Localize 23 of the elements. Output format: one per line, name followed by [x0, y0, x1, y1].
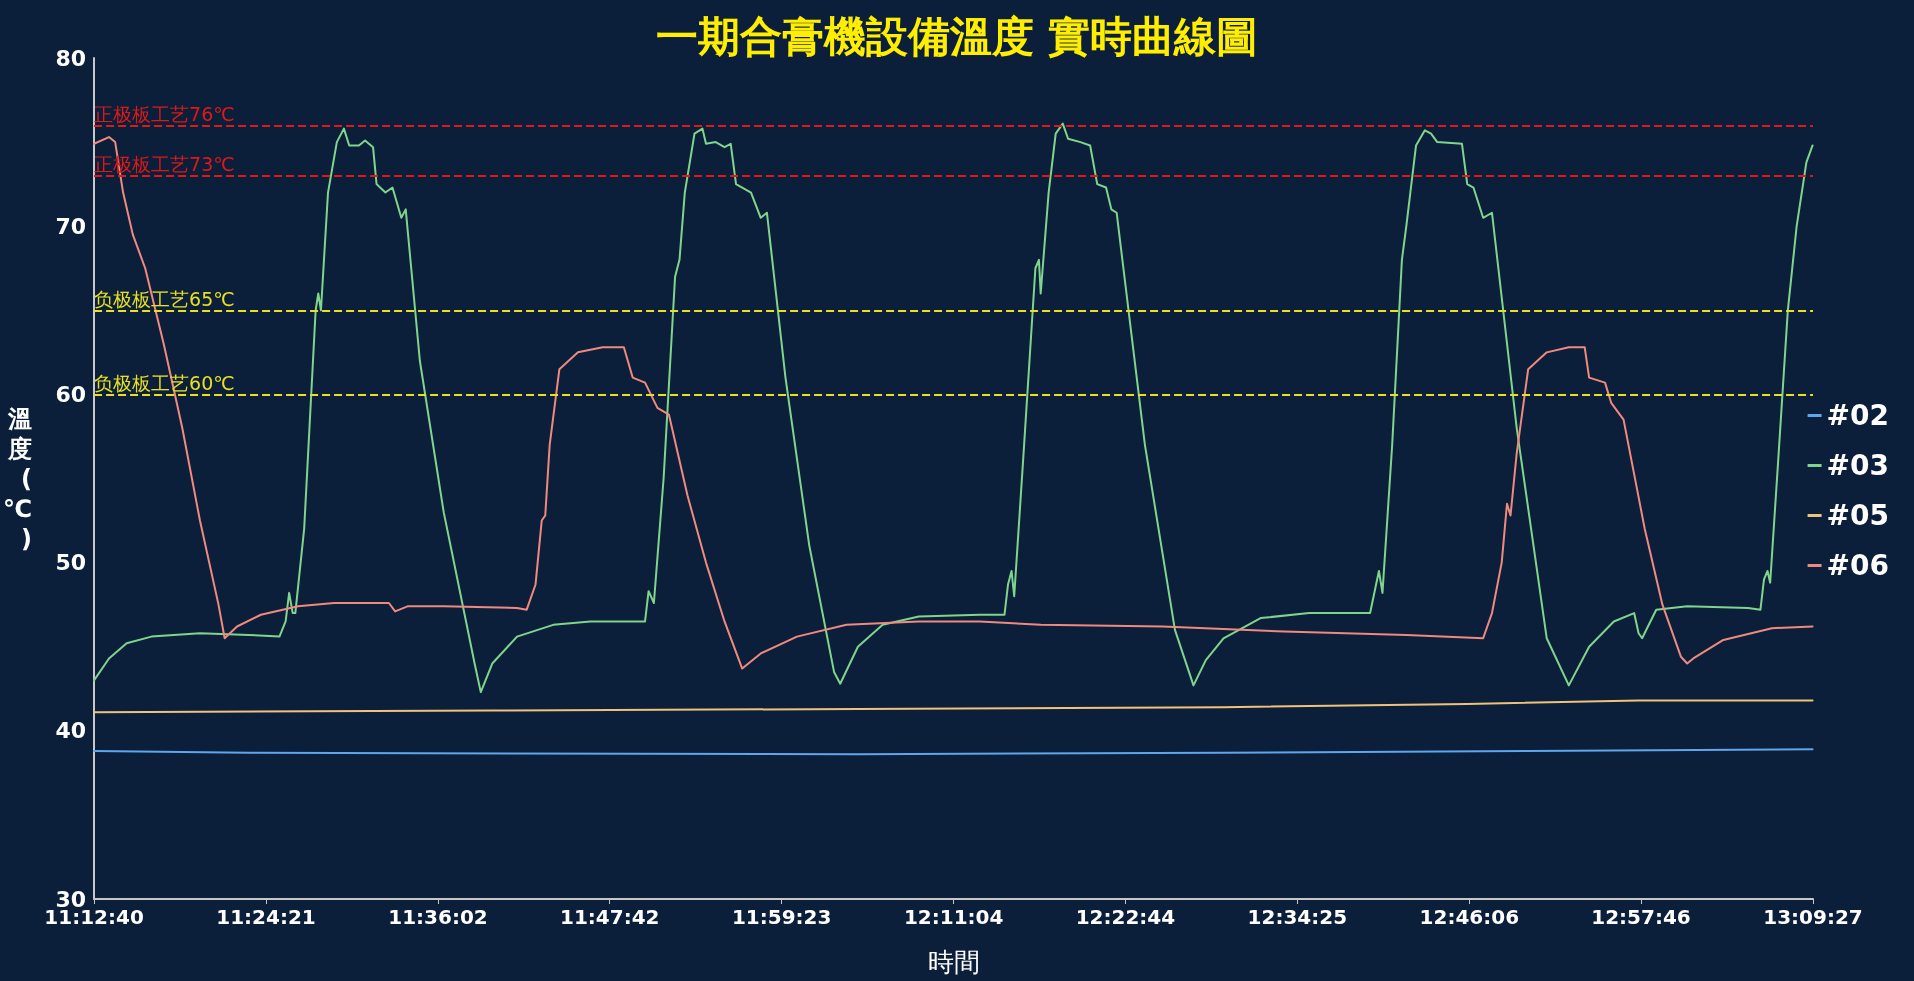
- x-tick-label: 11:47:42: [559, 905, 660, 929]
- y-tick-label: 60: [55, 381, 87, 407]
- x-tick-label: 12:11:04: [903, 905, 1004, 929]
- legend-label: #03: [1826, 449, 1890, 482]
- x-tick-label: 12:22:44: [1075, 905, 1176, 929]
- y-axis-title: 溫度(℃): [3, 404, 33, 553]
- legend-label: #02: [1826, 399, 1890, 432]
- legend-label: #05: [1826, 499, 1890, 532]
- x-tick-label: 12:46:06: [1419, 905, 1520, 929]
- x-tick-label: 12:57:46: [1591, 905, 1691, 929]
- line-series: [93, 699, 1814, 714]
- x-tick-label: 12:34:25: [1247, 905, 1348, 929]
- y-tick-label: 50: [55, 550, 87, 576]
- x-tick-label: 11:59:23: [731, 905, 832, 929]
- legend-label: #06: [1826, 549, 1890, 582]
- x-axis-title: 時間: [927, 947, 980, 977]
- x-tick-label: 11:24:21: [216, 905, 316, 929]
- chart-title: 一期合膏機設備溫度 實時曲線圖: [655, 11, 1259, 61]
- x-tick-label: 13:09:27: [1763, 905, 1863, 929]
- y-tick-label: 70: [55, 213, 87, 239]
- x-tick-label: 11:36:02: [388, 905, 488, 929]
- y-tick-label: 80: [55, 45, 87, 71]
- y-tick-label: 40: [55, 718, 87, 744]
